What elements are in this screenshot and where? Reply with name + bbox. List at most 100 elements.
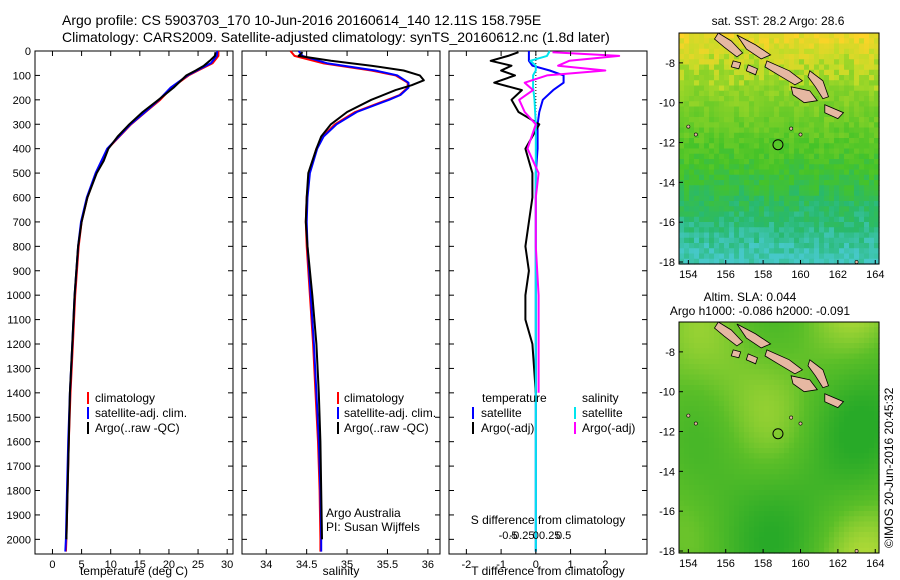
heatmap-cell	[699, 59, 705, 66]
heatmap-cell	[774, 416, 780, 423]
heatmap-cell	[834, 248, 840, 255]
heatmap-cell	[679, 379, 685, 386]
heatmap-cell	[744, 180, 750, 186]
heatmap-cell	[724, 222, 730, 228]
heatmap-cell	[759, 495, 765, 502]
heatmap-cell	[679, 117, 685, 123]
heatmap-cell	[834, 474, 840, 481]
heatmap-cell	[789, 490, 795, 496]
heatmap-cell	[749, 174, 755, 181]
heatmap-cell	[684, 111, 690, 118]
heatmap-cell	[849, 38, 855, 45]
heatmap-cell	[789, 542, 795, 549]
heatmap-cell	[689, 127, 695, 134]
heatmap-cell	[869, 348, 875, 355]
heatmap-cell	[774, 364, 780, 370]
heatmap-cell	[854, 385, 860, 391]
heatmap-cell	[759, 516, 765, 523]
heatmap-cell	[719, 185, 725, 192]
heatmap-cell	[849, 469, 855, 475]
heatmap-cell	[729, 169, 735, 176]
heatmap-cell	[729, 96, 735, 102]
heatmap-cell	[769, 484, 775, 491]
heatmap-cell	[764, 143, 770, 150]
map-x-tick-label: 164	[866, 558, 884, 570]
heatmap-cell	[754, 222, 760, 228]
heatmap-cell	[829, 448, 835, 454]
heatmap-cell	[754, 322, 760, 328]
heatmap-cell	[844, 427, 850, 433]
heatmap-cell	[794, 332, 800, 339]
heatmap-cell	[704, 153, 710, 160]
heatmap-cell	[684, 169, 690, 176]
heatmap-cell	[759, 537, 765, 544]
heatmap-cell	[694, 48, 700, 55]
heatmap-cell	[829, 358, 835, 365]
heatmap-cell	[859, 48, 865, 55]
heatmap-cell	[699, 521, 705, 528]
heatmap-cell	[859, 437, 865, 444]
heatmap-cell	[679, 43, 685, 50]
heatmap-cell	[779, 547, 785, 554]
heatmap-cell	[714, 490, 720, 496]
heatmap-cell	[724, 411, 730, 418]
heatmap-cell	[704, 180, 710, 186]
heatmap-cell	[699, 532, 705, 538]
heatmap-cell	[684, 248, 690, 255]
difference-legend: temperature salinity satellite Argo(-adj…	[472, 391, 635, 435]
heatmap-cell	[744, 322, 750, 328]
heatmap-cell	[824, 526, 830, 533]
heatmap-cell	[839, 390, 845, 397]
heatmap-cell	[709, 421, 715, 428]
heatmap-cell	[734, 385, 740, 391]
heatmap-cell	[839, 379, 845, 386]
heatmap-cell	[809, 484, 815, 491]
heatmap-cell	[689, 479, 695, 486]
heatmap-cell	[734, 442, 740, 449]
heatmap-cell	[704, 117, 710, 123]
heatmap-cell	[764, 416, 770, 423]
heatmap-cell	[699, 38, 705, 45]
heatmap-cell	[794, 479, 800, 486]
heatmap-cell	[814, 379, 820, 386]
heatmap-cell	[844, 448, 850, 454]
heatmap-cell	[854, 211, 860, 218]
heatmap-cell	[689, 185, 695, 192]
map-y-tick-label: -8	[665, 58, 675, 70]
heatmap-cell	[684, 106, 690, 113]
heatmap-cell	[819, 64, 825, 71]
heatmap-cell	[849, 195, 855, 202]
heatmap-cell	[709, 148, 715, 155]
heatmap-cell	[684, 495, 690, 502]
heatmap-cell	[859, 379, 865, 386]
heatmap-cell	[769, 190, 775, 197]
heatmap-cell	[834, 117, 840, 123]
heatmap-cell	[689, 80, 695, 87]
heatmap-cell	[729, 406, 735, 412]
heatmap-cell	[779, 180, 785, 186]
heatmap-cell	[684, 148, 690, 155]
heatmap-cell	[769, 511, 775, 517]
heatmap-cell	[699, 201, 705, 207]
heatmap-cell	[869, 358, 875, 365]
heatmap-cell	[774, 511, 780, 517]
heatmap-cell	[689, 348, 695, 355]
heatmap-cell	[874, 237, 880, 244]
heatmap-cell	[684, 75, 690, 81]
heatmap-cell	[814, 164, 820, 171]
heatmap-cell	[859, 206, 865, 213]
heatmap-cell	[729, 343, 735, 349]
heatmap-cell	[849, 364, 855, 370]
heatmap-cell	[699, 337, 705, 344]
heatmap-cell	[839, 258, 845, 265]
heatmap-cell	[819, 453, 825, 460]
heatmap-cell	[699, 190, 705, 197]
heatmap-cell	[824, 169, 830, 176]
heatmap-cell	[719, 195, 725, 202]
heatmap-cell	[779, 348, 785, 355]
heatmap-cell	[844, 453, 850, 460]
heatmap-cell	[749, 442, 755, 449]
heatmap-cell	[679, 54, 685, 60]
heatmap-cell	[749, 90, 755, 97]
sst-heatmap	[679, 33, 880, 265]
